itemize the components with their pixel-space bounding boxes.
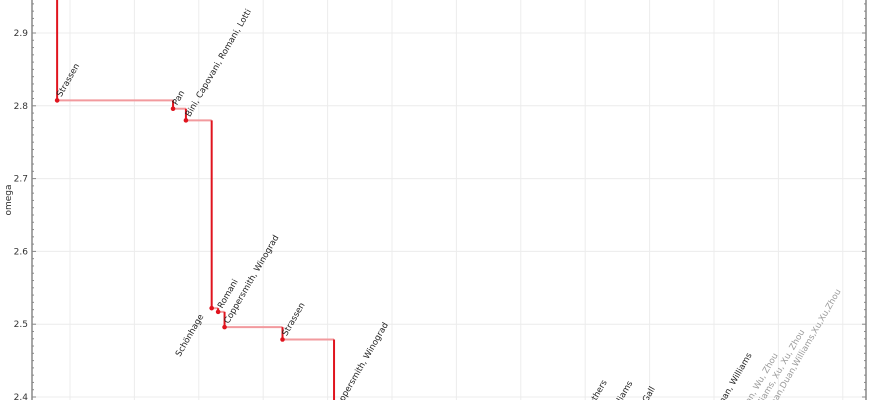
point-label: Le Gall	[635, 385, 658, 400]
point-label: Strassen	[55, 62, 82, 99]
y-tick-label: 2.7	[14, 175, 28, 185]
y-tick-label: 2.8	[14, 102, 29, 112]
point-label: Strassen	[280, 301, 307, 338]
point-label: Schönhage	[174, 313, 206, 359]
data-point	[215, 309, 221, 315]
point-label: Coppersmith, Winograd	[332, 321, 391, 400]
y-axis-label: omega	[4, 184, 14, 215]
data-point	[170, 106, 176, 112]
data-point	[209, 305, 214, 311]
y-tick-label: 2.9	[14, 29, 29, 39]
y-tick-label: 2.4	[14, 393, 29, 400]
data-point	[54, 98, 60, 103]
omega-series	[54, 0, 336, 400]
data-point	[280, 337, 285, 342]
point-label: Pan	[171, 89, 187, 107]
y-tick-label: 2.6	[14, 247, 29, 257]
data-point	[222, 324, 227, 330]
axes: 2.4 2.5 2.6 2.7 2.8 2.9	[14, 0, 867, 400]
data-point	[183, 118, 189, 123]
grid	[32, 0, 866, 400]
point-label: Bini, Capovani, Romani, Lotti	[184, 8, 254, 119]
y-tick-label: 2.5	[14, 320, 28, 330]
